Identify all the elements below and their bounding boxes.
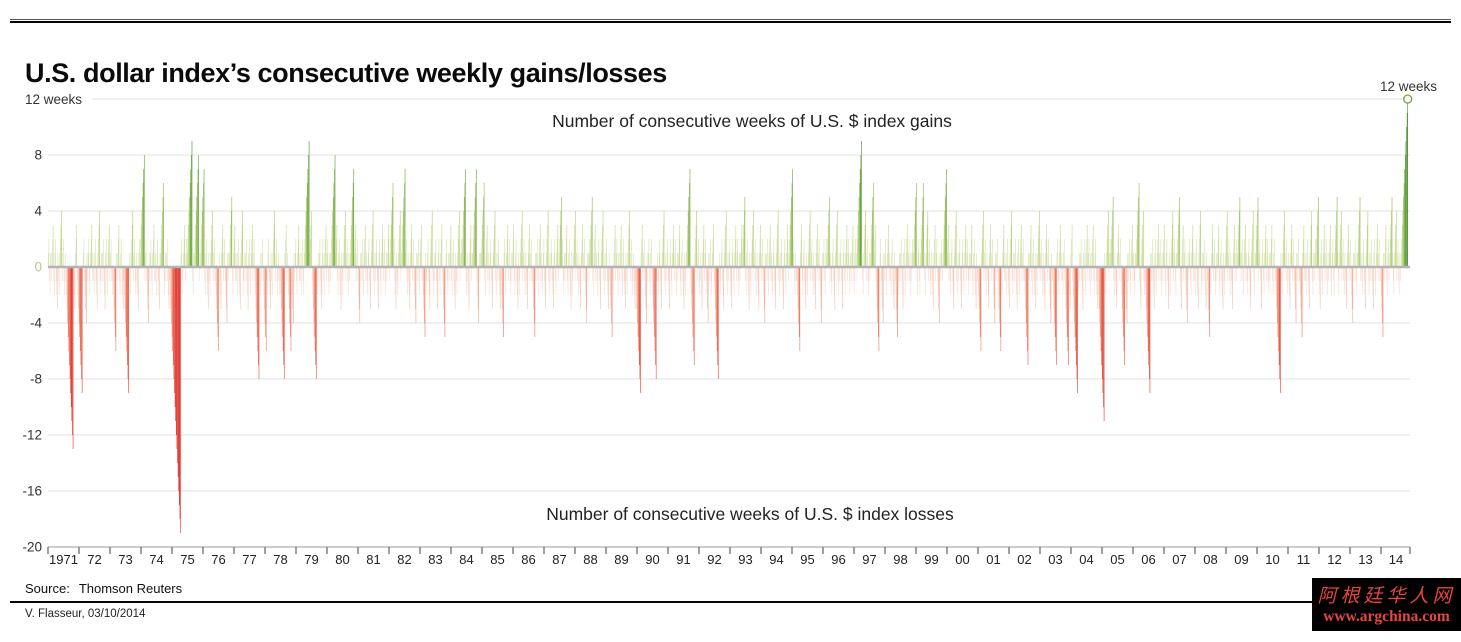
svg-text:02: 02 — [1017, 552, 1031, 567]
watermark-chinese-text: 阿根廷华人网 — [1317, 585, 1456, 607]
svg-text:88: 88 — [583, 552, 597, 567]
credit-line: V. Flasseur, 03/10/2014 — [25, 608, 146, 620]
peak-annotation: 12 weeks — [1379, 79, 1437, 94]
svg-text:09: 09 — [1234, 552, 1248, 567]
svg-text:92: 92 — [707, 552, 721, 567]
y-axis-top-label: 12 weeks — [25, 92, 83, 107]
svg-text:-20: -20 — [22, 540, 42, 555]
svg-text:12: 12 — [1327, 552, 1341, 567]
svg-text:96: 96 — [831, 552, 845, 567]
svg-text:03: 03 — [1048, 552, 1062, 567]
losses-annotation: Number of consecutive weeks of U.S. $ in… — [546, 504, 954, 524]
svg-text:10: 10 — [1265, 552, 1279, 567]
svg-text:01: 01 — [986, 552, 1000, 567]
watermark-url: www.argchina.com — [1323, 608, 1450, 625]
source-label: Source: — [25, 581, 70, 596]
svg-text:98: 98 — [893, 552, 907, 567]
svg-text:86: 86 — [521, 552, 535, 567]
source-value: Thomson Reuters — [78, 581, 183, 596]
svg-text:80: 80 — [335, 552, 349, 567]
svg-text:00: 00 — [955, 552, 969, 567]
watermark: 阿根廷华人网 www.argchina.com — [1312, 578, 1461, 631]
peak-marker-circle — [1403, 94, 1413, 104]
svg-text:99: 99 — [924, 552, 938, 567]
svg-text:4: 4 — [34, 204, 42, 219]
svg-text:-8: -8 — [30, 372, 42, 387]
svg-text:81: 81 — [366, 552, 380, 567]
svg-text:1971: 1971 — [49, 552, 78, 567]
svg-text:77: 77 — [242, 552, 256, 567]
gains-annotation: Number of consecutive weeks of U.S. $ in… — [552, 111, 952, 131]
svg-text:89: 89 — [614, 552, 628, 567]
svg-text:87: 87 — [552, 552, 566, 567]
svg-text:04: 04 — [1079, 552, 1093, 567]
svg-text:76: 76 — [211, 552, 225, 567]
svg-text:0: 0 — [34, 260, 42, 275]
svg-text:-4: -4 — [30, 316, 42, 331]
top-rule-thick — [10, 21, 1451, 23]
svg-text:14: 14 — [1389, 552, 1403, 567]
svg-text:05: 05 — [1110, 552, 1124, 567]
svg-text:72: 72 — [87, 552, 101, 567]
svg-text:13: 13 — [1358, 552, 1372, 567]
svg-text:90: 90 — [645, 552, 659, 567]
svg-text:79: 79 — [304, 552, 318, 567]
svg-text:73: 73 — [118, 552, 132, 567]
svg-text:91: 91 — [676, 552, 690, 567]
svg-text:93: 93 — [738, 552, 752, 567]
chart-title: U.S. dollar index’s consecutive weekly g… — [25, 58, 667, 89]
footer-rule — [10, 601, 1312, 603]
svg-text:74: 74 — [149, 552, 163, 567]
svg-text:95: 95 — [800, 552, 814, 567]
svg-text:07: 07 — [1172, 552, 1186, 567]
svg-text:83: 83 — [428, 552, 442, 567]
svg-text:11: 11 — [1297, 552, 1311, 567]
svg-text:97: 97 — [862, 552, 876, 567]
svg-text:8: 8 — [34, 148, 42, 163]
svg-text:08: 08 — [1203, 552, 1217, 567]
svg-text:82: 82 — [397, 552, 411, 567]
svg-text:-12: -12 — [22, 428, 42, 443]
svg-text:06: 06 — [1141, 552, 1155, 567]
top-rule — [10, 19, 1451, 20]
svg-text:78: 78 — [273, 552, 287, 567]
svg-text:85: 85 — [490, 552, 504, 567]
svg-text:84: 84 — [459, 552, 473, 567]
svg-text:75: 75 — [180, 552, 194, 567]
svg-text:-16: -16 — [22, 484, 42, 499]
source-line: Source: Thomson Reuters — [25, 581, 182, 596]
svg-text:94: 94 — [769, 552, 783, 567]
